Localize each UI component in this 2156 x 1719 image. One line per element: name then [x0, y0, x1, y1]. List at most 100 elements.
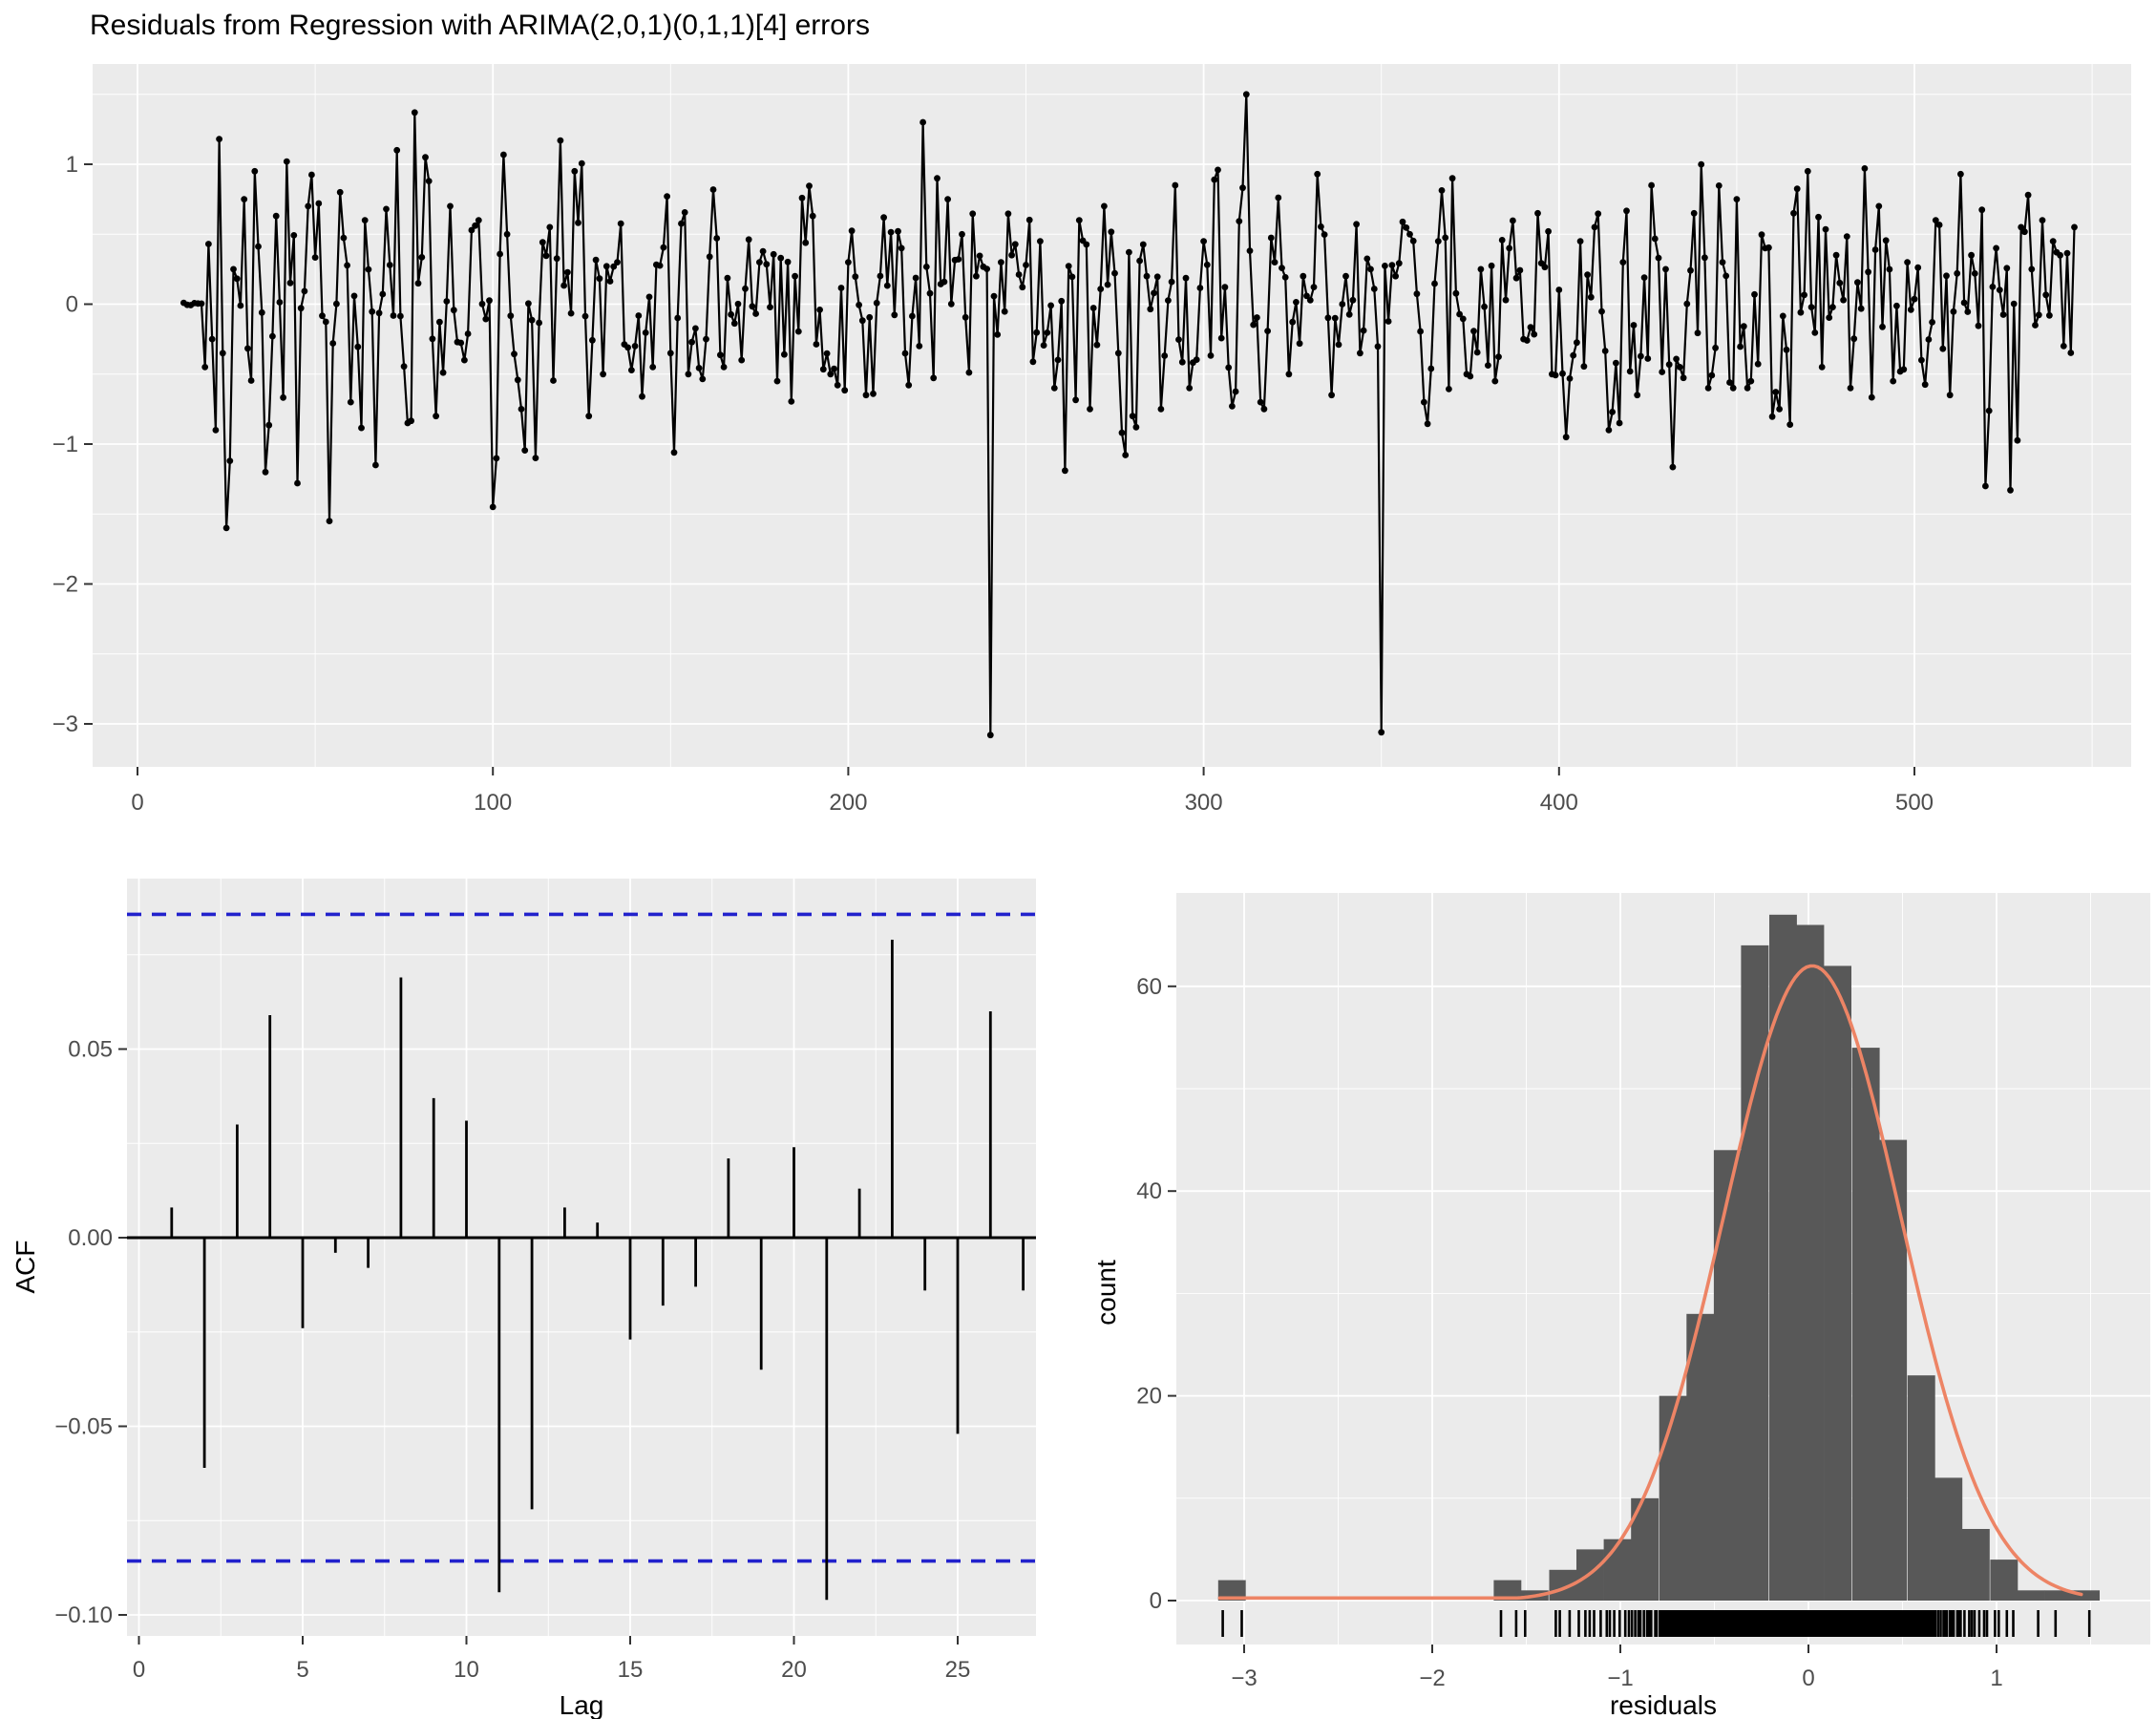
residual-series-point	[1950, 308, 1957, 315]
residual-series-point	[1470, 328, 1477, 335]
residual-series-point	[1865, 268, 1871, 276]
residual-series-point	[1097, 286, 1105, 292]
residual-series-point	[1702, 254, 1708, 262]
residual-series-point	[283, 158, 290, 165]
residual-series-point	[1254, 314, 1260, 321]
y-tick-label: 0	[66, 292, 78, 318]
residual-series-point	[1840, 296, 1847, 304]
residual-series-point	[1929, 319, 1935, 326]
residual-series-point	[1893, 302, 1900, 309]
residual-series-point	[852, 273, 859, 281]
residual-series-point	[1139, 241, 1147, 248]
residual-series-point	[1382, 263, 1388, 269]
residual-series-point	[578, 159, 585, 167]
residual-series-point	[1826, 314, 1833, 321]
residual-series-point	[1015, 271, 1023, 278]
residual-series-point	[297, 305, 305, 312]
residual-series-point	[1964, 308, 1972, 315]
hist-bar	[1796, 924, 1825, 1601]
residual-series-point	[1409, 237, 1417, 244]
residual-series-point	[1921, 381, 1929, 389]
residual-series-point	[1659, 369, 1666, 375]
residual-series-point	[1477, 265, 1485, 273]
residual-series-point	[649, 364, 657, 371]
residual-series-point	[756, 259, 763, 265]
residual-series-point	[660, 244, 667, 251]
residual-series-point	[464, 330, 472, 337]
residual-series-point	[1638, 352, 1644, 360]
x-tick-label: −1	[1607, 1666, 1633, 1691]
residual-series-point	[1619, 259, 1627, 265]
residual-series-point	[1580, 363, 1588, 371]
residual-series-point	[1960, 299, 1968, 307]
residual-series-point	[610, 263, 618, 270]
residual-series-point	[674, 314, 682, 322]
hist-bar	[1769, 914, 1797, 1601]
residual-series-point	[1153, 273, 1161, 281]
residual-series-point	[372, 461, 379, 469]
residual-series-point	[258, 308, 265, 316]
residual-series-point	[1075, 217, 1083, 224]
residual-series-point	[730, 320, 738, 328]
residual-series-point	[745, 236, 752, 244]
residual-series-point	[433, 413, 439, 420]
residual-series-point	[272, 212, 280, 220]
residual-series-point	[1932, 217, 1939, 224]
residual-series-point	[1723, 272, 1730, 280]
residual-series-point	[823, 350, 831, 357]
residual-series-point	[1058, 297, 1066, 305]
residual-series-point	[251, 167, 259, 175]
residual-series-point	[1729, 384, 1737, 392]
residual-series-point	[1114, 350, 1122, 357]
residual-series-point	[1648, 181, 1655, 189]
residual-series-point	[1989, 284, 1997, 290]
residual-series-point	[1907, 306, 1914, 313]
residual-series-point	[1576, 238, 1584, 244]
residual-series-point	[1029, 358, 1037, 366]
residual-series-point	[1783, 346, 1790, 353]
residual-series-point	[1257, 398, 1264, 406]
residual-series-point	[720, 364, 728, 371]
hist-bar	[1493, 1580, 1522, 1601]
residual-series-point	[969, 210, 977, 218]
residual-series-point	[728, 310, 734, 318]
residual-series-point	[358, 424, 365, 432]
residual-series-point	[1807, 304, 1815, 310]
residual-series-point	[639, 393, 645, 400]
residual-series-point	[998, 259, 1004, 265]
residual-series-point	[866, 313, 874, 321]
residual-series-point	[305, 202, 312, 210]
residual-series-point	[1285, 371, 1293, 378]
residual-series-point	[1388, 262, 1396, 268]
residual-series-point	[784, 258, 792, 265]
residual-series-point	[1157, 406, 1165, 413]
y-tick-label: −0.05	[54, 1414, 113, 1440]
residual-series-point	[1250, 321, 1258, 329]
residual-series-point	[322, 318, 329, 326]
residual-series-point	[706, 253, 713, 261]
hist-x-axis-title: residuals	[1610, 1690, 1717, 1719]
residual-series-point	[1004, 210, 1012, 218]
residual-series-point	[685, 371, 692, 378]
residual-series-point	[1229, 403, 1236, 410]
residual-series-point	[1293, 299, 1300, 306]
residual-series-point	[1640, 274, 1648, 281]
residual-series-point	[560, 282, 567, 289]
residual-series-point	[1506, 244, 1513, 252]
residual-series-point	[518, 406, 525, 413]
residual-series-point	[1591, 223, 1598, 231]
residual-series-point	[656, 262, 664, 269]
residual-series-point	[1467, 372, 1474, 380]
residual-series-point	[265, 421, 273, 429]
residual-series-point	[1890, 377, 1897, 385]
residual-series-point	[1239, 184, 1246, 192]
x-tick-label: −3	[1231, 1666, 1257, 1691]
y-tick-label: −2	[53, 572, 78, 598]
residual-series-point	[344, 262, 350, 269]
residual-series-point	[1982, 482, 1989, 490]
residual-series-point	[2018, 223, 2025, 231]
residual-series-point	[1203, 261, 1211, 268]
residual-series-point	[806, 182, 813, 190]
residual-series-point	[1534, 209, 1541, 217]
residual-series-point	[1403, 224, 1410, 231]
